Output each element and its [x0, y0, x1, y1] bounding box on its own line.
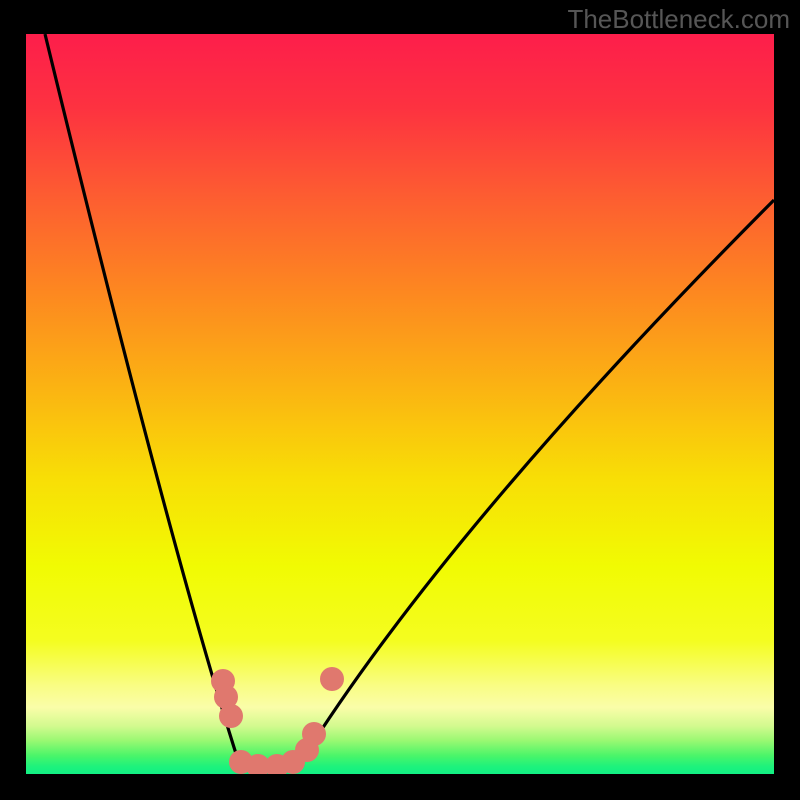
marker-point [219, 704, 243, 728]
frame-right [774, 0, 800, 800]
marker-point [302, 722, 326, 746]
frame-left [0, 0, 26, 800]
watermark-text: TheBottleneck.com [567, 4, 790, 35]
marker-point [320, 667, 344, 691]
bottleneck-chart [0, 0, 800, 800]
frame-bottom [0, 774, 800, 800]
